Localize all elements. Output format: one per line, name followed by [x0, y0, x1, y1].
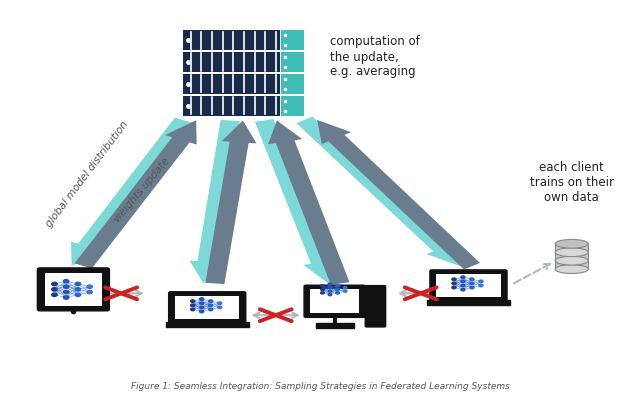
Circle shape [63, 285, 69, 288]
FancyArrow shape [205, 120, 257, 284]
FancyBboxPatch shape [166, 322, 248, 327]
Text: Figure 1: Seamless Integration: Sampling Strategies in Federated Learning System: Figure 1: Seamless Integration: Sampling… [131, 382, 509, 391]
Text: weights update: weights update [112, 156, 172, 224]
Circle shape [209, 308, 212, 311]
Circle shape [76, 288, 81, 291]
FancyBboxPatch shape [436, 274, 500, 297]
Circle shape [63, 280, 69, 283]
Circle shape [461, 284, 465, 287]
Circle shape [87, 285, 92, 288]
Circle shape [200, 306, 204, 309]
FancyArrow shape [255, 119, 337, 284]
FancyBboxPatch shape [183, 30, 280, 50]
FancyBboxPatch shape [37, 268, 109, 311]
Circle shape [321, 288, 324, 290]
Circle shape [218, 306, 221, 309]
Circle shape [470, 282, 474, 285]
FancyBboxPatch shape [281, 52, 304, 72]
Text: computation of
the update,
e.g. averaging: computation of the update, e.g. averagin… [330, 36, 419, 78]
Circle shape [336, 285, 339, 287]
FancyBboxPatch shape [45, 273, 102, 306]
Circle shape [63, 290, 69, 294]
Polygon shape [555, 252, 588, 261]
Text: global model distribution: global model distribution [44, 119, 131, 229]
Circle shape [328, 286, 332, 289]
FancyBboxPatch shape [310, 289, 359, 314]
Ellipse shape [555, 265, 588, 274]
Circle shape [321, 292, 324, 294]
FancyArrow shape [268, 120, 349, 285]
FancyArrow shape [71, 118, 192, 266]
Circle shape [52, 288, 57, 291]
FancyBboxPatch shape [183, 96, 280, 116]
Circle shape [344, 286, 347, 289]
Circle shape [452, 286, 456, 289]
Circle shape [191, 304, 195, 306]
Circle shape [200, 298, 204, 300]
FancyBboxPatch shape [365, 286, 386, 327]
Circle shape [336, 288, 339, 290]
Circle shape [191, 308, 195, 311]
Ellipse shape [555, 240, 588, 248]
FancyBboxPatch shape [169, 292, 246, 323]
Circle shape [336, 292, 339, 294]
Circle shape [479, 284, 483, 287]
Ellipse shape [555, 256, 588, 265]
FancyBboxPatch shape [430, 270, 507, 301]
FancyArrow shape [189, 120, 239, 284]
Circle shape [452, 282, 456, 285]
Circle shape [63, 296, 69, 299]
Polygon shape [555, 244, 588, 252]
Circle shape [328, 283, 332, 285]
Circle shape [209, 304, 212, 306]
Circle shape [328, 294, 332, 296]
FancyBboxPatch shape [316, 323, 354, 328]
Text: each client
trains on their
own data: each client trains on their own data [530, 161, 614, 204]
Circle shape [52, 293, 57, 296]
FancyBboxPatch shape [281, 96, 304, 116]
Circle shape [76, 293, 81, 296]
Circle shape [470, 286, 474, 289]
FancyArrow shape [317, 120, 480, 270]
Circle shape [200, 310, 204, 313]
Circle shape [87, 290, 92, 294]
Circle shape [191, 300, 195, 302]
FancyBboxPatch shape [175, 296, 239, 319]
Circle shape [218, 302, 221, 304]
Polygon shape [555, 261, 588, 269]
Circle shape [76, 282, 81, 286]
FancyBboxPatch shape [304, 285, 365, 317]
Circle shape [461, 276, 465, 278]
FancyArrow shape [296, 116, 461, 266]
FancyArrow shape [75, 120, 196, 268]
Circle shape [209, 300, 212, 302]
Circle shape [328, 290, 332, 292]
Circle shape [344, 290, 347, 292]
Circle shape [321, 285, 324, 287]
Circle shape [479, 280, 483, 283]
Circle shape [470, 278, 474, 280]
Ellipse shape [555, 248, 588, 257]
Circle shape [200, 302, 204, 304]
Circle shape [461, 280, 465, 283]
FancyBboxPatch shape [183, 52, 280, 72]
FancyBboxPatch shape [281, 74, 304, 94]
FancyBboxPatch shape [427, 300, 510, 305]
FancyBboxPatch shape [183, 74, 280, 94]
FancyBboxPatch shape [281, 30, 304, 50]
Circle shape [452, 278, 456, 280]
Circle shape [52, 282, 57, 286]
Circle shape [461, 288, 465, 291]
